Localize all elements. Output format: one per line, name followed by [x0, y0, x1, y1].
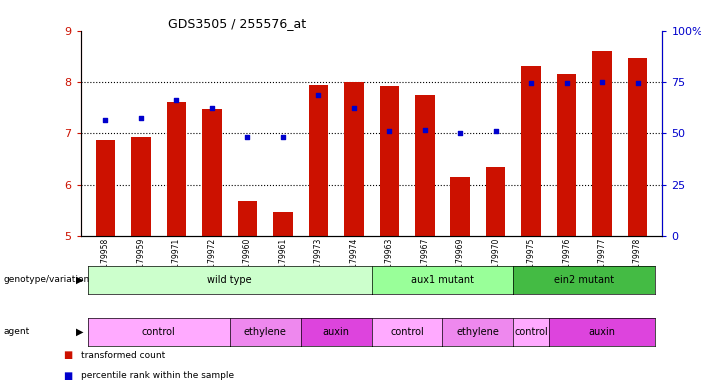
- Bar: [96, 140, 115, 236]
- Point: [100, 117, 111, 123]
- Text: percentile rank within the sample: percentile rank within the sample: [81, 371, 233, 380]
- Bar: [415, 95, 435, 236]
- Bar: [238, 201, 257, 236]
- Point: [526, 79, 537, 86]
- Text: auxin: auxin: [589, 326, 615, 337]
- Point: [171, 96, 182, 103]
- Point: [490, 128, 501, 134]
- Bar: [202, 109, 222, 236]
- Bar: [273, 212, 292, 236]
- Text: wild type: wild type: [207, 275, 252, 285]
- Point: [383, 128, 395, 134]
- Text: ein2 mutant: ein2 mutant: [554, 275, 615, 285]
- Text: control: control: [142, 326, 175, 337]
- Text: genotype/variation: genotype/variation: [4, 275, 90, 284]
- Text: aux1 mutant: aux1 mutant: [411, 275, 474, 285]
- Text: ■: ■: [63, 371, 72, 381]
- Bar: [131, 137, 151, 236]
- Bar: [344, 82, 364, 236]
- Point: [242, 134, 253, 140]
- Bar: [628, 58, 647, 236]
- Point: [561, 79, 572, 86]
- Bar: [451, 177, 470, 236]
- Point: [455, 130, 466, 136]
- Bar: [557, 74, 576, 236]
- Bar: [486, 167, 505, 236]
- Point: [348, 105, 360, 111]
- Text: ethylene: ethylene: [244, 326, 287, 337]
- Text: agent: agent: [4, 327, 29, 336]
- Bar: [592, 51, 612, 236]
- Point: [419, 127, 430, 133]
- Text: auxin: auxin: [322, 326, 350, 337]
- Point: [632, 79, 644, 86]
- Text: control: control: [390, 326, 424, 337]
- Text: GDS3505 / 255576_at: GDS3505 / 255576_at: [168, 17, 306, 30]
- Text: ▶: ▶: [76, 326, 83, 337]
- Bar: [308, 84, 328, 236]
- Bar: [522, 66, 541, 236]
- Text: ethylene: ethylene: [456, 326, 499, 337]
- Text: ▶: ▶: [76, 275, 83, 285]
- Point: [313, 92, 324, 98]
- Text: transformed count: transformed count: [81, 351, 165, 360]
- Bar: [379, 86, 399, 236]
- Point: [206, 105, 217, 111]
- Point: [597, 79, 608, 85]
- Text: control: control: [515, 326, 548, 337]
- Bar: [167, 102, 186, 236]
- Point: [135, 114, 147, 121]
- Point: [277, 134, 288, 140]
- Text: ■: ■: [63, 350, 72, 360]
